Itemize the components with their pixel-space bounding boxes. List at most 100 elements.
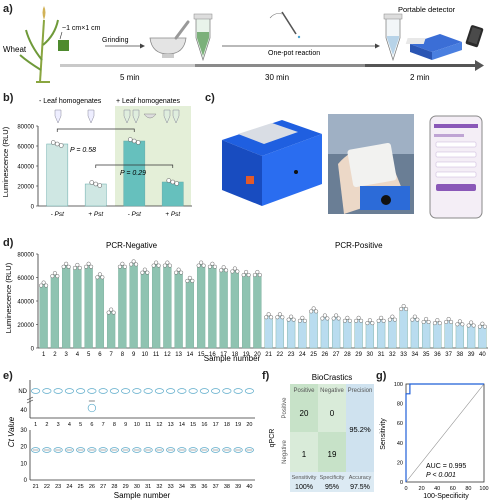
nd-marker <box>154 388 164 394</box>
bar-sample-6 <box>95 276 105 349</box>
bar-3-point <box>127 137 133 142</box>
ct-marker <box>143 447 153 453</box>
specificity-value: 95% <box>325 484 339 491</box>
x-tick-label: 3 <box>57 422 60 428</box>
sample-point <box>460 322 465 327</box>
x-tick-label: 4 <box>76 352 80 358</box>
x-tick-label: 4 <box>68 422 71 428</box>
nd-marker <box>177 388 187 394</box>
phone-icon <box>465 25 484 48</box>
bar-sample-20 <box>253 273 262 349</box>
bar-sample-19 <box>241 273 251 349</box>
sample-point <box>201 263 206 268</box>
roc-ylabel: Sensitivity <box>380 418 387 450</box>
matrix-title: BioCrastics <box>312 373 352 382</box>
sensitivity-label: Sensitivity <box>292 475 317 481</box>
x-tick-label: 29 <box>355 352 362 358</box>
sample-point <box>367 318 372 323</box>
sample-point <box>477 324 482 329</box>
nd-marker <box>166 388 176 394</box>
sample-point <box>376 318 381 323</box>
sample-point <box>224 268 229 273</box>
p-bracket-1 <box>56 128 135 132</box>
ct-marker <box>121 447 131 453</box>
sample-point <box>482 324 487 329</box>
bar-4-point <box>170 179 176 185</box>
nd-marker <box>109 388 119 394</box>
x-tick-label: 5 <box>87 352 91 358</box>
sample-point <box>52 271 57 276</box>
sample-point <box>140 270 145 275</box>
ct-marker <box>64 447 74 453</box>
cell-tn <box>318 432 346 472</box>
sample-point <box>302 318 307 323</box>
x-tick-label: 34 <box>412 352 419 358</box>
nd-marker <box>121 388 131 394</box>
sample-point <box>399 307 404 312</box>
roc-x-tick: 80 <box>465 486 471 492</box>
panel-c-label: c) <box>205 92 215 104</box>
ct-marker <box>233 447 243 453</box>
y-tick-label: 0 <box>31 205 35 211</box>
roc-curve <box>405 383 484 482</box>
roc-p-label: P < 0.001 <box>426 472 456 479</box>
sample-point <box>167 263 172 268</box>
bar-2-point <box>97 183 103 188</box>
x-tick-label: 39 <box>468 352 475 358</box>
panel-d-xlabel: Sample number <box>204 354 261 363</box>
wheat-label: Wheat <box>3 45 27 54</box>
x-tick-label: 21 <box>265 352 272 358</box>
bar-2-point <box>89 180 95 185</box>
nd-marker <box>64 388 74 394</box>
x-tick-label: 32 <box>156 484 162 490</box>
x-tick-label: 33 <box>168 484 174 490</box>
y-tick-label: 0 <box>24 478 28 484</box>
sample-point <box>289 314 294 319</box>
panel-f-label: f) <box>262 370 270 382</box>
sample-point <box>89 264 94 269</box>
panel-e-xlabel: Sample number <box>114 491 171 500</box>
bar-sample-10 <box>140 271 150 349</box>
x-tick-label: 15 <box>190 422 196 428</box>
x-tick-label: 20 <box>254 352 261 358</box>
nd-marker <box>222 388 232 394</box>
tp-value: 20 <box>300 409 309 418</box>
sample-point <box>334 313 339 318</box>
sample-point <box>412 314 417 319</box>
timeline-seg1 <box>60 64 195 67</box>
x-tick-label: 16 <box>201 422 207 428</box>
phone-screen-photo <box>429 115 483 219</box>
sample-point <box>41 280 46 285</box>
x-tick-label: 19 <box>235 422 241 428</box>
sample-point <box>179 270 184 275</box>
x-tick-label: 2 <box>45 422 48 428</box>
x-tick-label: 17 <box>220 352 227 358</box>
header-minus: - Leaf homogenates <box>39 98 102 105</box>
tube-icon <box>193 13 213 62</box>
bar-4-point <box>166 178 172 183</box>
x-tick-label: 1 <box>42 352 46 358</box>
x-tick-label: 23 <box>288 352 295 358</box>
time2-label: 30 min <box>265 73 289 82</box>
x-tick-label: 34 <box>179 484 185 490</box>
sample-point <box>266 312 271 317</box>
col-positive: Positive <box>293 388 315 394</box>
sample-point <box>457 319 462 324</box>
sample-point <box>129 262 134 267</box>
ct-marker <box>244 447 254 453</box>
roc-xlabel: 100-Specificity <box>423 493 469 500</box>
x-tick-label: 9 <box>124 422 127 428</box>
x-tick-label: 9 <box>132 352 136 358</box>
nd-marker <box>244 388 254 394</box>
ct-marker <box>132 447 142 453</box>
x-tick-label: 3 <box>64 352 68 358</box>
portable-detector-icon <box>405 34 462 60</box>
device-photos <box>222 114 483 219</box>
y-tick-label: 40 <box>20 408 27 414</box>
sample-point <box>437 321 442 326</box>
roc-y-tick: 60 <box>397 421 403 427</box>
sample-point <box>61 264 66 269</box>
bar-sample-2 <box>50 274 60 349</box>
roc-y-tick: 100 <box>394 382 403 388</box>
bar-sample-33 <box>399 307 408 349</box>
